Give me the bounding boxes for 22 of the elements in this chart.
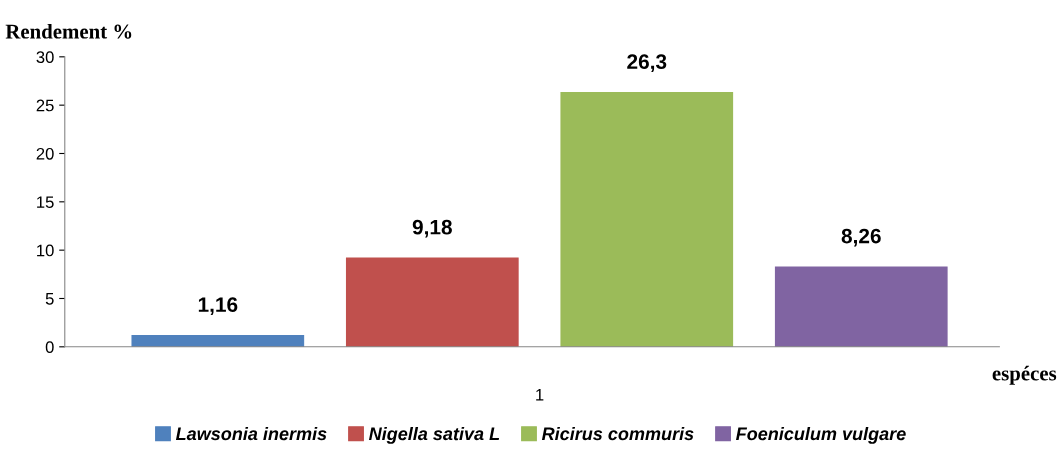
y-axis-title: Rendement % (5, 23, 132, 39)
bar (560, 92, 734, 347)
data-label: 9,18 (412, 219, 452, 238)
bar (774, 266, 948, 347)
y-tick-label: 25 (36, 99, 54, 112)
legend-label: Lawsonia inermis (175, 426, 327, 441)
legend-label: Nigella sativa L (368, 426, 500, 444)
data-label: 1,16 (198, 297, 238, 316)
bar (345, 257, 519, 347)
y-tick-label: 10 (37, 244, 54, 257)
legend-label: Ricirus commuris (541, 426, 694, 441)
data-label: 8,26 (841, 228, 881, 247)
y-tick-label: 20 (36, 147, 54, 160)
y-tick-label: 0 (45, 341, 54, 354)
legend-label: Foeniculum vulgare (736, 426, 906, 444)
x-tick-label: 1 (536, 389, 544, 401)
data-label: 26,3 (627, 54, 667, 73)
x-axis-title: espéces (992, 365, 1057, 385)
y-tick-label: 5 (45, 293, 54, 305)
y-tick-label: 15 (37, 196, 54, 209)
y-tick-label: 30 (36, 51, 54, 64)
bar (131, 335, 305, 347)
